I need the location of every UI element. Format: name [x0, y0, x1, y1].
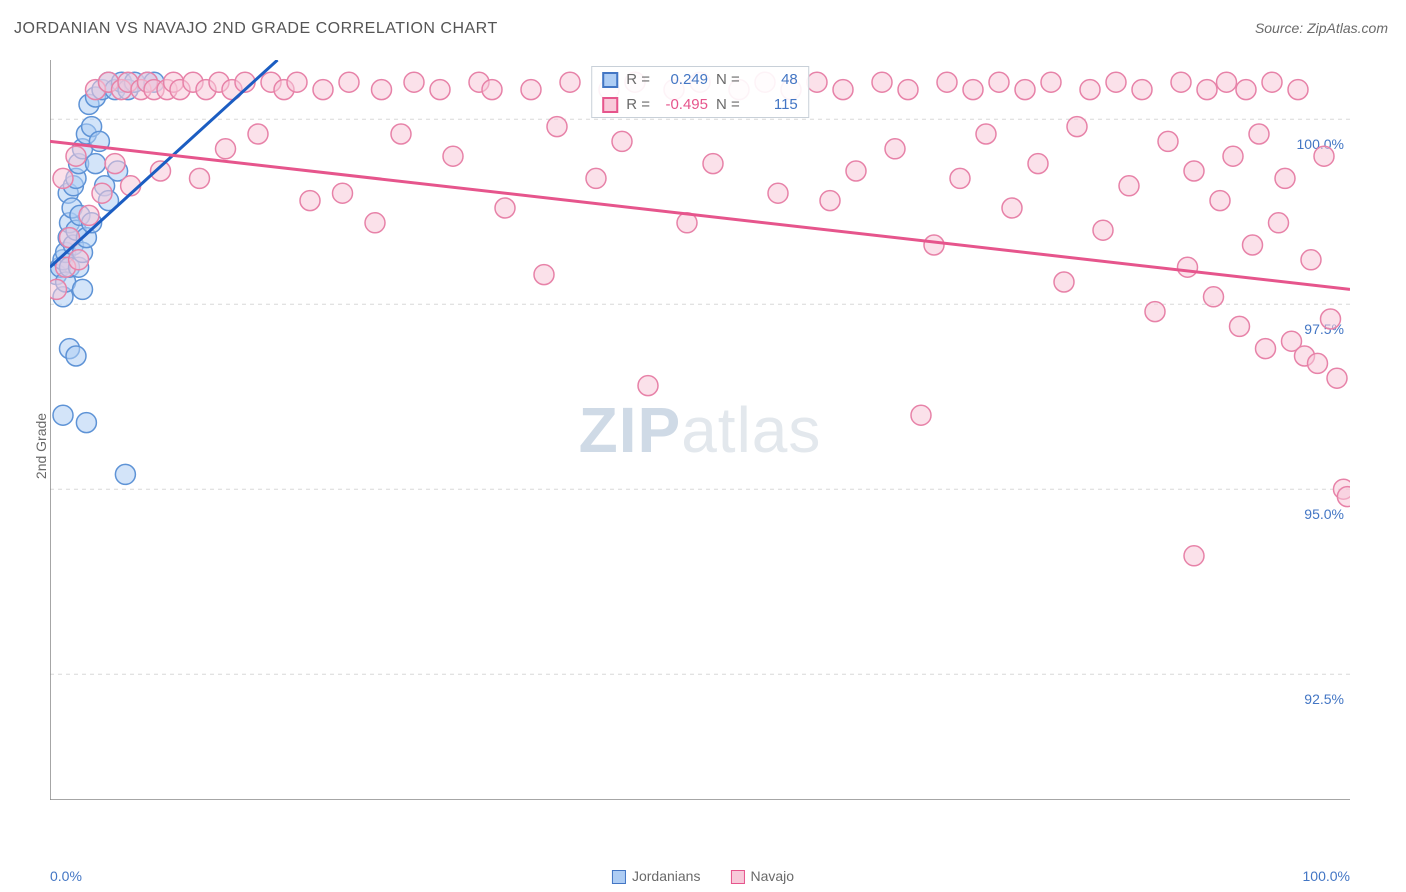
legend-bottom: Jordanians Navajo: [612, 868, 794, 884]
legend-item: Navajo: [730, 868, 794, 884]
legend-swatch: [730, 870, 744, 884]
x-axis-min-label: 0.0%: [50, 868, 82, 884]
chart-title: JORDANIAN VS NAVAJO 2ND GRADE CORRELATIO…: [14, 20, 498, 38]
stats-row: R = 0.249 N = 48: [592, 67, 808, 92]
stats-r-label: R =: [626, 71, 650, 88]
scatter-svg: 100.0%97.5%95.0%92.5%: [50, 60, 1350, 800]
stats-n-value: 115: [748, 96, 798, 113]
stats-row: R = -0.495 N = 115: [592, 92, 808, 117]
stats-r-value: -0.495: [658, 96, 708, 113]
legend-item: Jordanians: [612, 868, 701, 884]
stats-swatch: [602, 72, 618, 88]
stats-legend: R = 0.249 N = 48 R = -0.495 N = 115: [591, 66, 809, 118]
stats-n-value: 48: [748, 71, 798, 88]
svg-text:92.5%: 92.5%: [1304, 691, 1344, 707]
stats-n-label: N =: [716, 96, 740, 113]
stats-r-value: 0.249: [658, 71, 708, 88]
stats-swatch: [602, 97, 618, 113]
stats-r-label: R =: [626, 96, 650, 113]
y-axis-label: 2nd Grade: [33, 413, 49, 479]
svg-text:95.0%: 95.0%: [1304, 506, 1344, 522]
stats-n-label: N =: [716, 71, 740, 88]
x-axis-max-label: 100.0%: [1303, 868, 1350, 884]
chart-area: 100.0%97.5%95.0%92.5% ZIPatlas R =0.249N…: [50, 60, 1350, 800]
source-label: Source: ZipAtlas.com: [1255, 20, 1388, 36]
legend-swatch: [612, 870, 626, 884]
